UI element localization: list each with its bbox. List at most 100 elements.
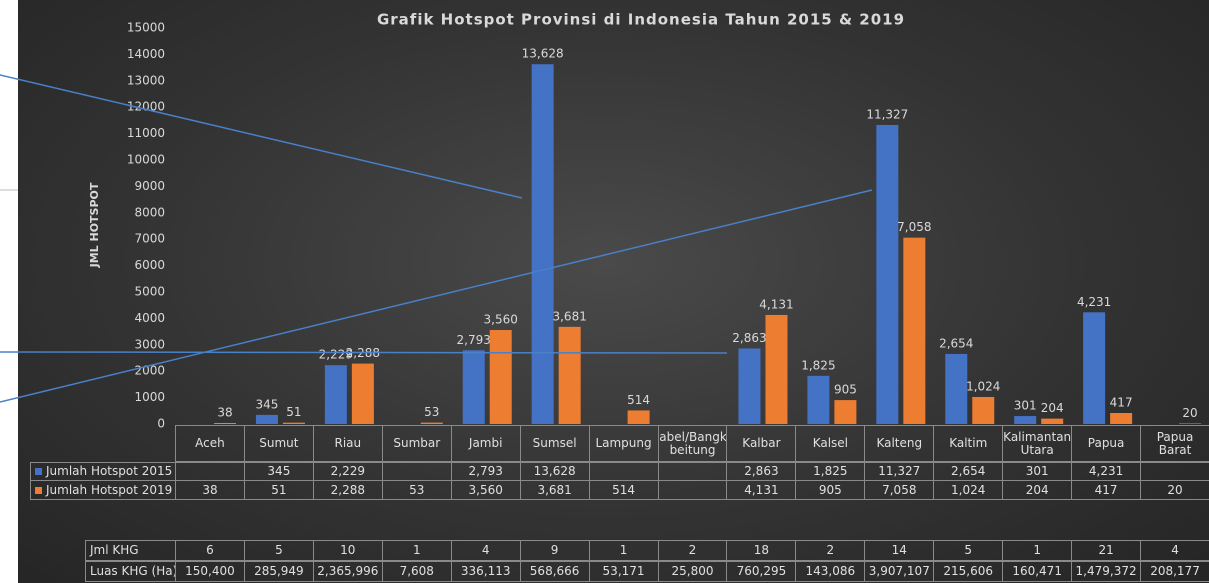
table-cell (175, 462, 245, 481)
bar (558, 326, 581, 424)
y-tick-label: 11000 (127, 126, 165, 140)
table-cell (381, 462, 452, 481)
extra-cell: 1 (381, 540, 452, 561)
extra-cell: 2 (657, 540, 728, 561)
table-cell: 2,229 (312, 462, 383, 481)
table-cell: 514 (588, 480, 659, 500)
table-cell: 1,024 (933, 480, 1004, 500)
extra-cell: 143,086 (795, 561, 866, 582)
bar (351, 363, 374, 424)
extra-cell: 3,907,107 (864, 561, 935, 582)
extra-cell: 160,471 (1002, 561, 1073, 582)
category-label: Riau (312, 425, 383, 462)
table-cell: 53 (381, 480, 452, 500)
category-label: Aceh (175, 425, 245, 462)
table-cell: 4,131 (726, 480, 797, 500)
table-cell: 51 (243, 480, 314, 500)
extra-cell: 14 (864, 540, 935, 561)
data-label: 2,793 (457, 333, 491, 347)
category-label: Kalsel (795, 425, 866, 462)
bar (945, 353, 968, 424)
bar (834, 400, 857, 424)
legend-entry: Jumlah Hotspot 2015 (30, 462, 176, 481)
category-label: Sumbar (381, 425, 452, 462)
bar (462, 350, 485, 424)
bar (282, 422, 305, 424)
category-label: Jambi (450, 425, 521, 462)
extra-cell: 5 (933, 540, 1004, 561)
category-label: Kalteng (864, 425, 935, 462)
y-tick-label: 9000 (134, 179, 165, 193)
table-cell: 905 (795, 480, 866, 500)
extra-cell: 285,949 (243, 561, 314, 582)
extra-cell: 568,666 (519, 561, 590, 582)
bar (531, 64, 554, 425)
data-label: 2,654 (939, 336, 973, 350)
bar (214, 422, 236, 424)
y-tick-label: 13000 (127, 73, 165, 87)
data-label: 345 (255, 397, 278, 411)
extra-cell: 9 (519, 540, 590, 561)
legend-key (35, 468, 42, 475)
table-cell: 2,654 (933, 462, 1004, 481)
y-axis-label: JML HOTSPOT (88, 182, 101, 268)
y-tick-label: 6000 (134, 258, 165, 272)
category-label: Kalimantan Utara (1002, 425, 1073, 462)
extra-row-label: Luas KHG (Ha) (85, 561, 176, 582)
data-label: 417 (1110, 395, 1133, 409)
legend-entry: Jumlah Hotspot 2019 (30, 480, 176, 500)
data-label: 13,628 (522, 47, 564, 61)
y-tick-label: 1000 (134, 390, 165, 404)
table-cell: 3,681 (519, 480, 590, 500)
annotation-line (0, 74, 523, 199)
y-tick-label: 3000 (134, 337, 165, 351)
extra-cell: 4 (1140, 540, 1209, 561)
category-label: Sumsel (519, 425, 590, 462)
chart-title: Grafik Hotspot Provinsi di Indonesia Tah… (377, 11, 905, 29)
bar (765, 314, 788, 424)
table-cell: 4,231 (1071, 462, 1142, 481)
data-label: 53 (424, 405, 439, 419)
y-tick-label: 12000 (127, 100, 165, 114)
extra-cell: 208,177 (1140, 561, 1209, 582)
table-cell: 345 (243, 462, 314, 481)
data-label: 301 (1014, 399, 1037, 413)
data-label: 514 (627, 393, 650, 407)
extra-cell: 21 (1071, 540, 1142, 561)
data-label: 51 (286, 405, 301, 419)
extra-cell: 53,171 (588, 561, 659, 582)
bar (627, 410, 650, 424)
bar (738, 348, 761, 424)
bar (807, 375, 830, 424)
table-cell: 38 (175, 480, 245, 500)
category-label: Kalbar (726, 425, 797, 462)
bar (1083, 312, 1106, 424)
extra-cell: 7,608 (381, 561, 452, 582)
bar (324, 365, 347, 424)
data-label: 4,231 (1077, 295, 1111, 309)
extra-cell: 10 (312, 540, 383, 561)
data-label: 3,560 (484, 313, 518, 327)
table-cell (657, 462, 728, 481)
legend-text: Jumlah Hotspot 2015 (46, 464, 173, 478)
y-tick-label: 14000 (127, 47, 165, 61)
data-label: 2,863 (732, 331, 766, 345)
legend-text: Jumlah Hotspot 2019 (46, 482, 173, 497)
data-label: 38 (217, 405, 232, 419)
table-cell: 1,825 (795, 462, 866, 481)
table-cell: 2,288 (312, 480, 383, 500)
data-label: 3,681 (552, 309, 586, 323)
table-cell (1140, 462, 1209, 481)
table-cell: 11,327 (864, 462, 935, 481)
table-cell: 3,560 (450, 480, 521, 500)
y-tick-label: 0 (157, 417, 165, 431)
extra-cell: 4 (450, 540, 521, 561)
data-label: 20 (1182, 406, 1197, 420)
y-tick-label: 4000 (134, 311, 165, 325)
bar (1110, 412, 1133, 424)
extra-cell: 6 (175, 540, 245, 561)
data-label: 11,327 (866, 107, 908, 121)
annotation-line (0, 351, 728, 354)
